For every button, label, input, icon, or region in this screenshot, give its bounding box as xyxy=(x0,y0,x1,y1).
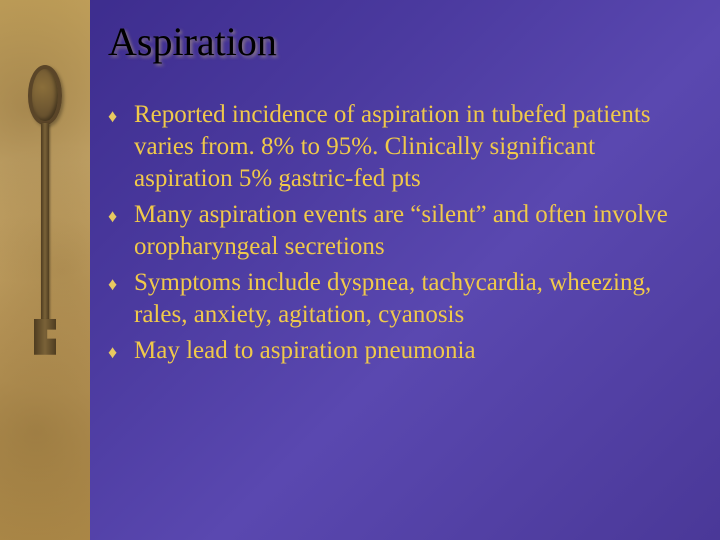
slide: Aspiration ♦ Reported incidence of aspir… xyxy=(0,0,720,540)
bullet-text: Symptoms include dyspnea, tachycardia, w… xyxy=(134,269,651,328)
bullet-text: Reported incidence of aspiration in tube… xyxy=(134,101,651,192)
diamond-icon: ♦ xyxy=(108,205,117,228)
side-gold-panel xyxy=(0,0,90,540)
bullet-list: ♦ Reported incidence of aspiration in tu… xyxy=(108,99,690,367)
list-item: ♦ Many aspiration events are “silent” an… xyxy=(108,199,690,263)
diamond-icon: ♦ xyxy=(108,341,117,364)
antique-key-icon xyxy=(28,65,62,385)
list-item: ♦ May lead to aspiration pneumonia xyxy=(108,335,690,367)
list-item: ♦ Symptoms include dyspnea, tachycardia,… xyxy=(108,267,690,331)
slide-title: Aspiration xyxy=(108,18,690,65)
content-area: Aspiration ♦ Reported incidence of aspir… xyxy=(90,0,720,540)
bullet-text: Many aspiration events are “silent” and … xyxy=(134,201,668,260)
diamond-icon: ♦ xyxy=(108,105,117,128)
bullet-text: May lead to aspiration pneumonia xyxy=(134,337,476,364)
list-item: ♦ Reported incidence of aspiration in tu… xyxy=(108,99,690,195)
diamond-icon: ♦ xyxy=(108,273,117,296)
